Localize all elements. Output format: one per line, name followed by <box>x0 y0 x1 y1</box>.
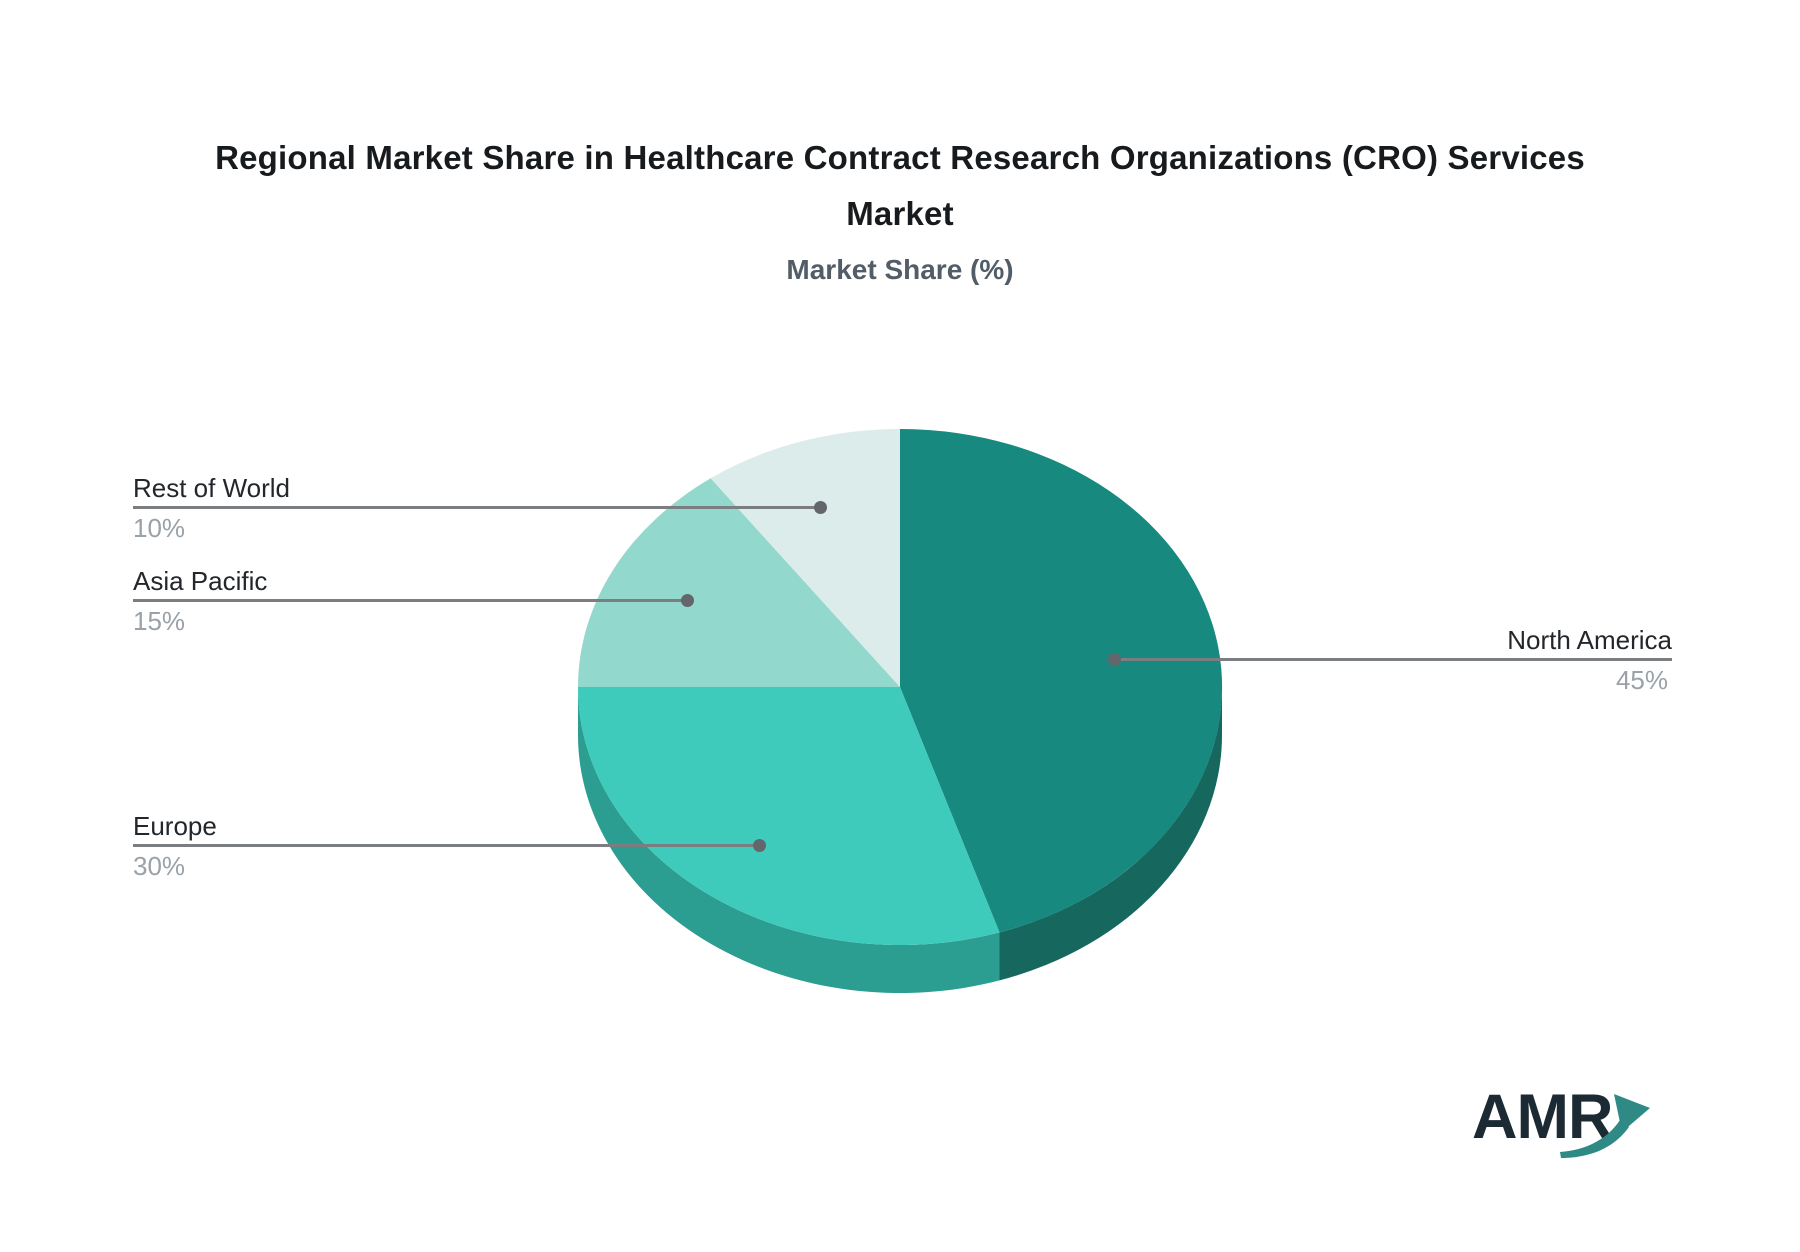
callout-pct-rest-of-world: 10% <box>133 513 186 543</box>
callout-label-north-america: North America <box>1507 625 1672 655</box>
callout-label-asia-pacific: Asia Pacific <box>133 566 268 596</box>
pie-slice-europe[interactable] <box>578 687 1000 946</box>
amr-logo-arrow-icon <box>1560 1094 1650 1158</box>
pie-side-north-america <box>999 687 1222 981</box>
leader-dot-rest-of-world <box>814 501 827 514</box>
pie-slice-asia-pacific[interactable] <box>578 478 900 687</box>
chart-title-line1: Regional Market Share in Healthcare Cont… <box>215 139 1585 176</box>
leader-line-rest-of-world <box>133 506 820 509</box>
chart-title: Regional Market Share in Healthcare Cont… <box>0 130 1800 242</box>
leader-dot-europe <box>753 839 766 852</box>
amr-logo: AMR <box>1472 1086 1652 1166</box>
amr-logo-text: AMR <box>1472 1082 1613 1152</box>
callout-pct-asia-pacific: 15% <box>133 606 186 636</box>
chart-subtitle: Market Share (%) <box>786 254 1014 285</box>
callout-label-europe: Europe <box>133 811 217 841</box>
pie-slice-rest-of-world[interactable] <box>710 429 900 687</box>
pie-slice-north-america[interactable] <box>900 428 1223 933</box>
leader-line-europe <box>133 844 759 847</box>
callout-pct-north-america: 45% <box>1615 665 1668 695</box>
callout-pct-europe: 30% <box>133 851 186 881</box>
leader-dot-north-america <box>1108 653 1121 666</box>
leader-line-asia-pacific <box>133 599 687 602</box>
callout-label-rest-of-world: Rest of World <box>133 473 291 503</box>
leader-dot-asia-pacific <box>681 594 694 607</box>
leader-line-north-america <box>1114 658 1672 661</box>
chart-title-line2: Market <box>846 195 954 232</box>
pie-side-europe <box>578 687 1000 994</box>
